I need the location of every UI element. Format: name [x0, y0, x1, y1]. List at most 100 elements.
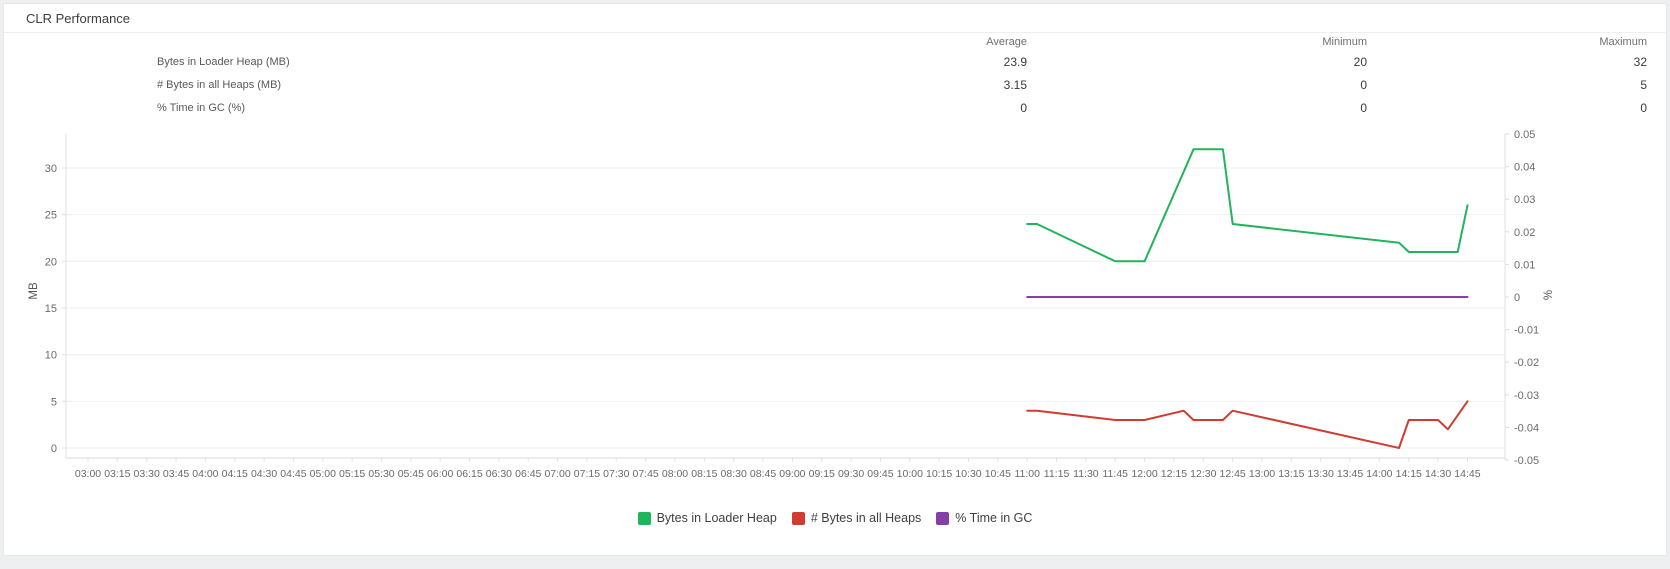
legend-swatch-red — [791, 511, 805, 525]
series-line-bytes-in-loader-heap — [1026, 148, 1469, 263]
legend-item-time-in-gc[interactable]: % Time in GC — [936, 511, 1032, 525]
x-axis-tick-label: 10:30 — [955, 468, 981, 480]
left-axis-tick-label: 30 — [45, 163, 57, 175]
x-axis-tick-label: 11:45 — [1103, 468, 1129, 480]
left-axis-tick-label: 20 — [45, 256, 57, 268]
x-axis-tick-label: 07:45 — [633, 468, 659, 480]
stat-label: # Bytes in all Heaps (MB) — [157, 78, 282, 91]
x-axis-tick-label: 03:30 — [134, 468, 160, 480]
x-axis-tick-label: 11:30 — [1073, 468, 1099, 480]
right-axis-tick-label: -0.03 — [1514, 390, 1539, 402]
x-axis-tick-label: 03:15 — [104, 468, 130, 480]
x-axis-tick-label: 12:15 — [1161, 468, 1187, 480]
right-axis-tick-label: -0.05 — [1514, 455, 1539, 467]
x-axis-tick-label: 04:00 — [192, 468, 218, 480]
left-axis-tick-label: 10 — [45, 350, 57, 362]
x-axis-tick-label: 06:30 — [486, 468, 512, 480]
right-axis-tick-label: 0.01 — [1514, 259, 1535, 271]
chart-legend: Bytes in Loader Heap # Bytes in all Heap… — [4, 511, 1666, 525]
x-axis-tick-label: 09:15 — [809, 468, 835, 480]
panel-title: CLR Performance — [26, 11, 131, 26]
x-axis-tick-label: 06:15 — [456, 468, 482, 480]
x-axis-tick-label: 14:45 — [1454, 468, 1480, 480]
right-axis-tick-label: 0.03 — [1514, 194, 1535, 206]
stat-maximum: 32 — [1633, 54, 1647, 69]
left-axis-tick-label: 0 — [51, 443, 57, 455]
stat-maximum: 5 — [1640, 77, 1647, 92]
x-axis-tick-label: 08:00 — [662, 468, 688, 480]
y-left-axis-title: MB — [28, 282, 40, 300]
x-axis-tick-label: 08:15 — [691, 468, 717, 480]
stats-col-average: Average — [986, 36, 1027, 48]
legend-item-bytes-in-loader-heap[interactable]: Bytes in Loader Heap — [637, 511, 777, 525]
legend-item-bytes-in-all-heaps[interactable]: # Bytes in all Heaps — [791, 511, 922, 525]
x-axis-tick-label: 13:00 — [1249, 468, 1275, 480]
stat-label: Bytes in Loader Heap (MB) — [157, 55, 290, 68]
legend-label: # Bytes in all Heaps — [810, 511, 922, 525]
stats-header-row: Average Minimum Maximum — [157, 34, 1666, 50]
x-axis-tick-label: 11:15 — [1044, 468, 1070, 480]
x-axis-tick-label: 12:45 — [1220, 468, 1246, 480]
stats-row-bytes-in-all-heaps: # Bytes in all Heaps (MB) 3.15 0 5 — [157, 73, 1666, 96]
right-axis-tick-label: -0.02 — [1514, 357, 1539, 369]
legend-swatch-green — [637, 511, 651, 525]
x-axis-tick-label: 07:15 — [574, 468, 600, 480]
x-axis-tick-label: 05:00 — [310, 468, 336, 480]
left-axis-tick-label: 25 — [45, 210, 57, 222]
x-axis-tick-label: 03:00 — [75, 468, 101, 480]
x-axis-tick-label: 08:30 — [721, 468, 747, 480]
stats-col-minimum: Minimum — [1322, 36, 1367, 48]
x-axis-tick-label: 05:15 — [339, 468, 365, 480]
stats-row-time-in-gc: % Time in GC (%) 0 0 0 — [157, 96, 1666, 119]
stat-average: 3.15 — [1003, 77, 1027, 92]
x-axis-tick-label: 11:00 — [1014, 468, 1040, 480]
stat-minimum: 0 — [1360, 77, 1367, 92]
x-axis-tick-label: 14:15 — [1396, 468, 1422, 480]
x-axis-tick-label: 10:00 — [897, 468, 923, 480]
x-axis-tick-label: 07:00 — [544, 468, 570, 480]
panel-header: CLR Performance — [4, 4, 1666, 33]
x-axis-tick-label: 04:15 — [222, 468, 248, 480]
x-axis-tick-label: 03:45 — [163, 468, 189, 480]
y-right-axis-title: % — [1543, 290, 1555, 300]
x-axis-tick-label: 04:30 — [251, 468, 277, 480]
series-line--bytes-in-all-heaps — [1026, 400, 1469, 449]
legend-label: Bytes in Loader Heap — [656, 511, 777, 525]
x-axis-tick-label: 13:30 — [1308, 468, 1334, 480]
stat-label: % Time in GC (%) — [157, 101, 246, 114]
right-axis-tick-label: 0.04 — [1514, 162, 1535, 174]
x-axis-tick-label: 10:15 — [926, 468, 952, 480]
stat-minimum: 0 — [1360, 100, 1367, 115]
stat-minimum: 20 — [1353, 54, 1367, 69]
right-axis-tick-label: 0.05 — [1514, 129, 1535, 141]
right-axis-tick-label: 0 — [1514, 292, 1520, 304]
x-axis-tick-label: 06:00 — [427, 468, 453, 480]
x-axis-tick-label: 13:45 — [1337, 468, 1363, 480]
clr-performance-panel: CLR Performance Average Minimum Maximum … — [3, 3, 1667, 556]
x-axis-tick-label: 12:30 — [1190, 468, 1216, 480]
x-axis-tick-label: 04:45 — [280, 468, 306, 480]
x-axis-tick-label: 09:30 — [838, 468, 864, 480]
stats-row-bytes-in-loader-heap: Bytes in Loader Heap (MB) 23.9 20 32 — [157, 50, 1666, 73]
clr-performance-line-chart[interactable]: 30 25 20 15 10 5 0 0.05 0.04 0.03 0.02 0.01 0 -0.01 -0… — [4, 4, 1666, 555]
x-axis-tick-label: 07:30 — [603, 468, 629, 480]
legend-swatch-purple — [936, 511, 950, 525]
left-axis-tick-label: 15 — [45, 303, 57, 315]
stats-col-maximum: Maximum — [1599, 36, 1647, 48]
right-axis-tick-label: -0.04 — [1514, 422, 1539, 434]
x-axis-tick-label: 12:00 — [1131, 468, 1157, 480]
x-axis-tick-label: 14:30 — [1425, 468, 1451, 480]
stat-maximum: 0 — [1640, 100, 1647, 115]
x-axis-tick-label: 14:00 — [1366, 468, 1392, 480]
x-axis-tick-label: 09:00 — [779, 468, 805, 480]
legend-label: % Time in GC — [955, 511, 1033, 525]
stat-average: 23.9 — [1003, 54, 1027, 69]
right-axis-tick-label: 0.02 — [1514, 227, 1535, 239]
stat-average: 0 — [1020, 100, 1027, 115]
x-axis-tick-label: 09:45 — [867, 468, 893, 480]
x-axis-tick-label: 06:45 — [515, 468, 541, 480]
x-axis-tick-label: 13:15 — [1278, 468, 1304, 480]
stats-table: Average Minimum Maximum Bytes in Loader … — [4, 34, 1666, 119]
left-axis-tick-label: 5 — [51, 396, 57, 408]
